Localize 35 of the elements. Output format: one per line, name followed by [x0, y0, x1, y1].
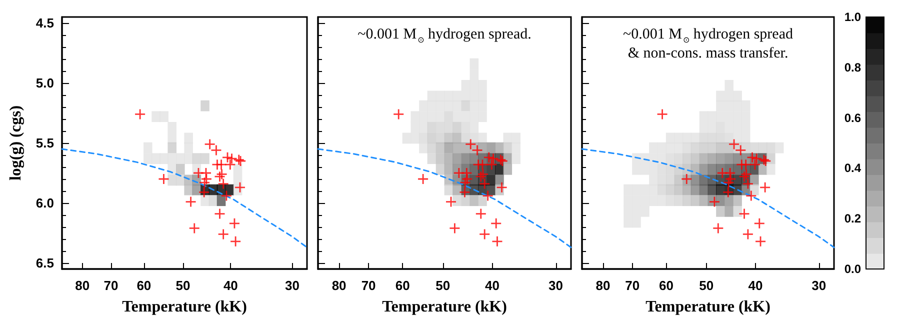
- x-tick-label: 60: [136, 278, 152, 293]
- x-tick-label: 80: [332, 278, 346, 293]
- x-tick-label: 40: [484, 278, 500, 293]
- x-tick-label: 50: [176, 278, 190, 293]
- color-bar-label: 0.8: [844, 60, 862, 74]
- x-tick-label: 70: [625, 278, 640, 293]
- color-bar-label: 1.0: [844, 10, 862, 24]
- x-tick-label: 30: [285, 278, 300, 293]
- x-tick-label: 60: [395, 278, 410, 293]
- x-tick-label: 70: [104, 278, 118, 293]
- color-bar-label: 0.2: [844, 212, 862, 226]
- annotation: ~0.001 M⊙ hydrogen spread & non-cons. mass transfer.: [623, 26, 794, 62]
- x-axis-title: Temperature (kK): [646, 298, 770, 316]
- y-tick-label: 4.5: [36, 16, 54, 30]
- x-tick-label: 40: [748, 278, 763, 293]
- y-tick-label: 6.5: [36, 256, 54, 270]
- x-tick-label: 60: [659, 278, 674, 293]
- color-bar-label: 0.4: [844, 161, 862, 176]
- x-tick-label: 30: [812, 278, 826, 293]
- x-tick-label: 40: [223, 278, 238, 293]
- color-bar-label: 0.6: [844, 110, 862, 125]
- y-tick-label: 5.0: [36, 76, 54, 90]
- color-bar-label: 0.0: [844, 262, 862, 276]
- x-tick-label: 50: [436, 278, 450, 293]
- y-axis-title: log(g) (cgs): [8, 105, 24, 181]
- x-tick-label: 80: [75, 278, 90, 293]
- y-tick-label: 5.5: [36, 136, 54, 150]
- y-tick-label: 6.0: [36, 196, 54, 210]
- x-axis-title: Temperature (kK): [122, 298, 247, 316]
- x-tick-label: 70: [361, 278, 376, 293]
- annotation: ~0.001 M⊙ hydrogen spread.: [358, 26, 532, 44]
- x-tick-label: 80: [596, 278, 610, 293]
- x-axis-title: Temperature (kK): [382, 298, 507, 316]
- x-tick-label: 30: [548, 278, 563, 293]
- x-tick-label: 50: [699, 278, 714, 293]
